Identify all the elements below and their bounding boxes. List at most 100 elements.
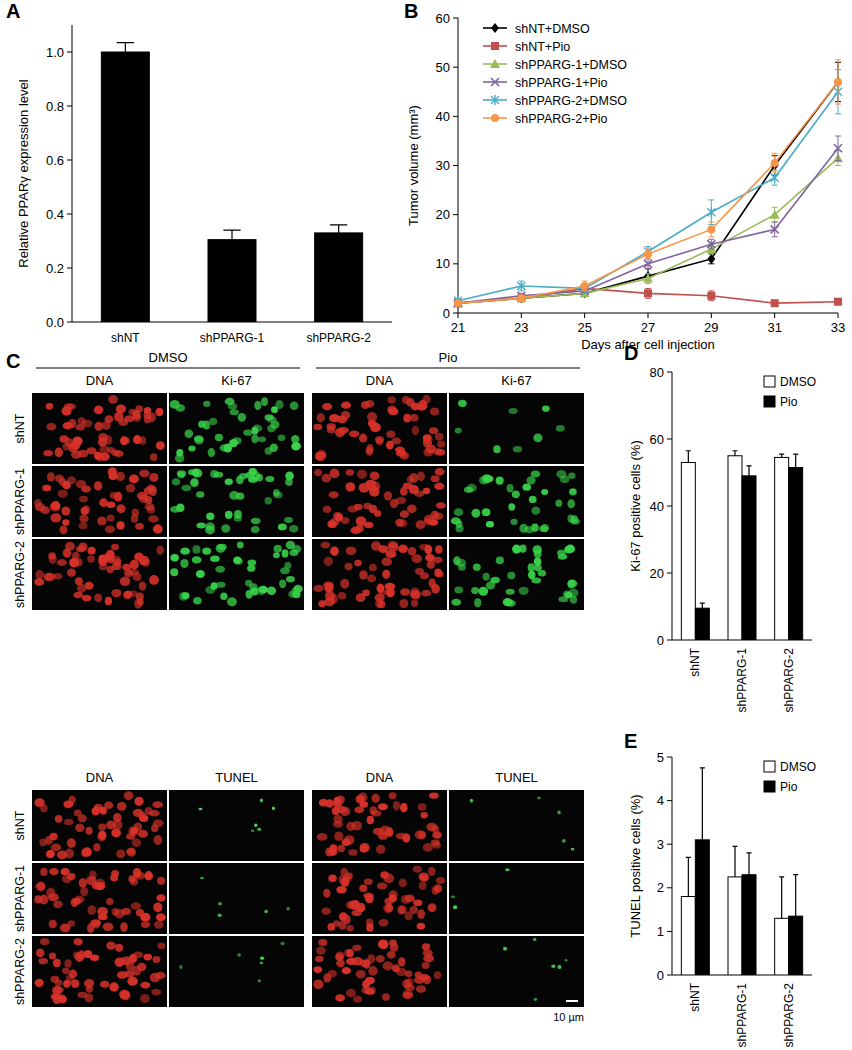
nucleus <box>425 545 433 555</box>
panel-label: C <box>6 350 20 372</box>
figure: A0.00.20.40.60.81.0Relative PPARγ expres… <box>0 0 852 1050</box>
channel-header: DNA <box>366 770 394 785</box>
nucleus <box>62 967 69 974</box>
legend-label: shNT+Pio <box>515 40 570 54</box>
y-tick-label: 3 <box>657 837 664 852</box>
row-label: shPPARG-1 <box>13 865 27 932</box>
point <box>707 207 715 217</box>
group-header: Pio <box>439 350 458 365</box>
error-bar <box>708 291 714 301</box>
micrograph <box>169 466 304 537</box>
nucleus <box>35 979 44 987</box>
nucleus <box>145 503 155 511</box>
nucleus <box>180 559 188 568</box>
micrograph <box>32 863 167 934</box>
nucleus <box>149 810 160 816</box>
nucleus <box>215 434 223 441</box>
point <box>770 210 780 219</box>
nucleus <box>38 958 48 964</box>
nucleus <box>87 923 94 933</box>
nucleus <box>454 508 463 516</box>
nucleus <box>424 515 434 524</box>
nucleus <box>519 587 529 595</box>
y-tick <box>453 263 458 264</box>
image-background <box>449 863 584 934</box>
nucleus <box>125 970 135 977</box>
nucleus <box>109 982 119 991</box>
nucleus <box>479 587 489 596</box>
nucleus <box>80 887 88 896</box>
nucleus <box>369 505 377 513</box>
nucleus <box>140 994 150 1003</box>
nucleus <box>47 472 55 481</box>
error-bar <box>117 43 134 52</box>
marker <box>491 78 499 86</box>
nucleus <box>93 843 100 851</box>
y-tick <box>667 757 672 758</box>
nucleus <box>401 895 411 904</box>
nucleus <box>46 573 56 581</box>
nucleus <box>399 599 408 608</box>
marker <box>491 95 499 105</box>
nucleus <box>133 822 142 831</box>
legend-marker <box>491 23 499 33</box>
nucleus <box>384 491 392 500</box>
nucleus <box>196 570 205 578</box>
y-tick-label: 1 <box>657 924 664 939</box>
nucleus <box>43 450 53 456</box>
marker <box>834 144 842 152</box>
nucleus <box>116 850 125 859</box>
nucleus <box>51 513 62 522</box>
nucleus <box>419 882 427 891</box>
point <box>517 281 525 291</box>
bar <box>315 233 363 322</box>
nucleus <box>196 491 204 498</box>
nucleus <box>92 807 100 816</box>
nucleus <box>236 492 244 499</box>
nucleus <box>215 566 225 573</box>
micrograph <box>312 936 447 1007</box>
image-background <box>312 393 447 464</box>
y-tick-label: 10 <box>436 256 450 271</box>
bar <box>695 608 709 640</box>
nucleus <box>567 499 575 508</box>
x-tick <box>648 313 649 318</box>
nucleus <box>435 545 442 554</box>
nucleus <box>455 525 463 532</box>
nucleus <box>531 524 538 532</box>
nucleus <box>570 488 577 494</box>
nucleus <box>108 467 117 477</box>
nucleus <box>423 955 434 963</box>
nucleus <box>251 427 258 435</box>
marker <box>771 299 779 307</box>
bar <box>789 916 803 975</box>
nucleus <box>119 990 130 1000</box>
micrograph <box>449 790 584 861</box>
legend-label: Pio <box>780 395 798 409</box>
scale-bar-label: 10 µm <box>553 1011 584 1023</box>
nucleus <box>265 476 274 482</box>
nucleus <box>62 519 69 525</box>
nucleus <box>395 519 404 527</box>
nucleus <box>396 450 406 457</box>
nucleus <box>62 481 70 490</box>
point <box>707 225 715 233</box>
nucleus <box>79 878 87 888</box>
point <box>707 240 715 248</box>
nucleus <box>75 824 84 832</box>
nucleus <box>220 592 227 600</box>
nucleus <box>325 591 335 601</box>
legend-label: shPPARG-1+DMSO <box>515 58 627 72</box>
nucleus <box>257 828 261 831</box>
nucleus <box>385 583 396 590</box>
nucleus <box>567 580 575 589</box>
y-axis-label: Tumor volume (mm³) <box>406 105 421 226</box>
nucleus <box>76 424 85 431</box>
nucleus <box>285 478 293 486</box>
nucleus <box>432 831 442 839</box>
nucleus <box>34 499 42 507</box>
nucleus <box>99 498 108 507</box>
nucleus <box>317 833 328 841</box>
nucleus <box>156 894 165 901</box>
nucleus <box>79 522 88 529</box>
